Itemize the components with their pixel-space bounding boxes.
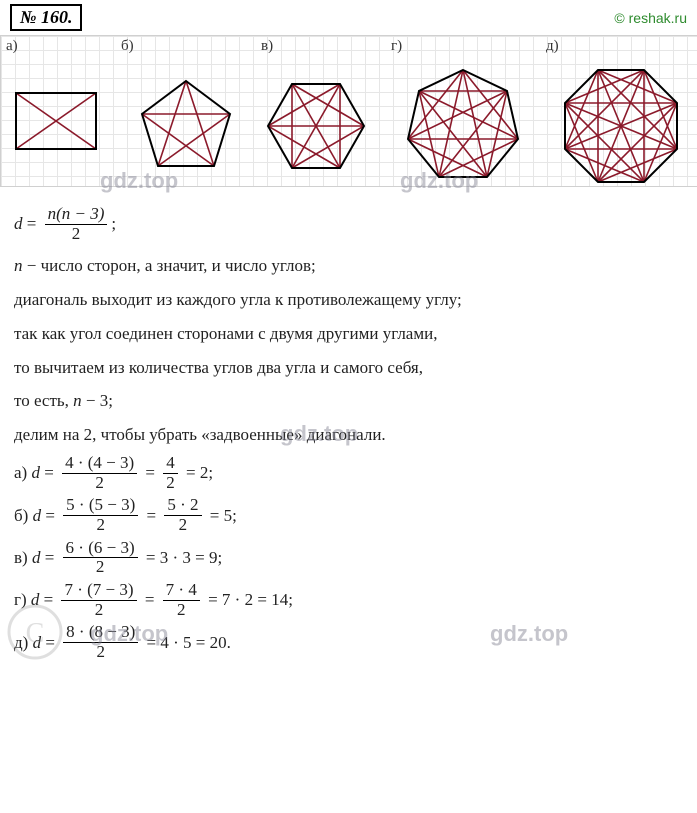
- content: d = n(n − 3) 2 ; n − число сторон, а зна…: [0, 187, 697, 672]
- explanation-line: так как угол соединен сторонами с двумя …: [14, 319, 683, 349]
- equals: =: [23, 209, 41, 239]
- explanation-line: то есть, n − 3;: [14, 386, 683, 416]
- formula-num: n(n − 3): [45, 205, 108, 225]
- formula-lhs: d: [14, 209, 23, 239]
- polygon-grid: а)б)в)г)д): [0, 35, 697, 187]
- calc-row: г) d = 7 · (7 − 3)2 = 7 · 42 = 7 · 2 = 1…: [14, 581, 683, 619]
- formula-suffix: ;: [111, 209, 116, 239]
- site-link: © reshak.ru: [614, 10, 687, 26]
- polygons-svg: [1, 36, 697, 186]
- calculations-block: а) d = 4 · (4 − 3)2 = 42 = 2; б) d = 5 · …: [14, 454, 683, 662]
- formula-den: 2: [69, 225, 84, 244]
- explanation-block: n − число сторон, а значит, и число угло…: [14, 251, 683, 450]
- explanation-line: диагональ выходит из каждого угла к прот…: [14, 285, 683, 315]
- calc-row: д) d = 8 · (8 − 3)2 = 4 · 5 = 20.: [14, 623, 683, 661]
- copyright-icon: C: [5, 602, 65, 662]
- explanation-line: делим на 2, чтобы убрать «задвоенные» ди…: [14, 420, 683, 450]
- explanation-line: n − число сторон, а значит, и число угло…: [14, 251, 683, 281]
- main-formula: d = n(n − 3) 2 ;: [14, 205, 683, 243]
- explanation-line: то вычитаем из количества углов два угла…: [14, 353, 683, 383]
- calc-row: а) d = 4 · (4 − 3)2 = 42 = 2;: [14, 454, 683, 492]
- svg-text:C: C: [26, 618, 45, 649]
- calc-row: в) d = 6 · (6 − 3)2 = 3 · 3 = 9;: [14, 539, 683, 577]
- formula-fraction: n(n − 3) 2: [45, 205, 108, 243]
- calc-row: б) d = 5 · (5 − 3)2 = 5 · 22 = 5;: [14, 496, 683, 534]
- problem-number: № 160.: [10, 4, 82, 31]
- header: № 160. © reshak.ru: [0, 0, 697, 35]
